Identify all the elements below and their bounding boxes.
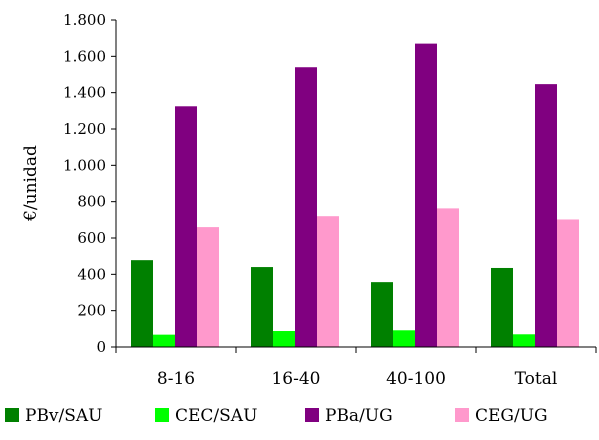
y-axis-title: €/unidad [21, 145, 41, 222]
x-category-label: 40-100 [386, 369, 446, 389]
y-tick-label: 400 [77, 265, 106, 283]
y-tick-label: 1.600 [63, 47, 106, 65]
legend-swatch [155, 408, 169, 422]
bar-cec-sau-total [513, 334, 535, 347]
y-tick-label: 600 [77, 229, 106, 247]
bar-cec-sau-40-100 [393, 330, 415, 347]
legend: PBv/SAU CEC/SAU PBa/UG CEG/UG [5, 406, 548, 426]
y-tick-label: 1.800 [63, 11, 106, 29]
legend-swatch [5, 408, 19, 422]
bar-cec-sau-8-16 [153, 334, 175, 347]
x-category-label: Total [515, 369, 558, 389]
bar-ceg-ug-total [557, 219, 579, 347]
legend-label: PBa/UG [325, 406, 393, 426]
bar-ceg-ug-16-40 [317, 216, 339, 347]
legend-label: CEC/SAU [175, 406, 257, 426]
bar-pba-ug-total [535, 84, 557, 348]
bar-pbv-sau-total [491, 267, 513, 347]
legend-label: PBv/SAU [25, 406, 103, 426]
plot-area [131, 43, 579, 348]
bar-pbv-sau-40-100 [371, 282, 393, 347]
legend-swatch [305, 408, 319, 422]
x-category-label: 16-40 [271, 369, 320, 389]
bar-cec-sau-16-40 [273, 331, 295, 347]
legend-label: CEG/UG [475, 406, 548, 426]
y-tick-label: 1.000 [63, 156, 106, 174]
bar-ceg-ug-8-16 [197, 227, 219, 347]
bar-pba-ug-16-40 [295, 67, 317, 347]
bar-pbv-sau-8-16 [131, 260, 153, 347]
y-tick-label: 1.400 [63, 84, 106, 102]
bar-pba-ug-8-16 [175, 106, 197, 348]
y-tick-label: 1.200 [63, 120, 106, 138]
bar-pbv-sau-16-40 [251, 267, 273, 347]
y-tick-label: 200 [77, 302, 106, 320]
y-axis: 0 200 400 600 800 1.000 1.200 1.400 1.600 1.800 [63, 11, 117, 356]
y-tick-label: 0 [96, 338, 106, 356]
x-category-label: 8-16 [157, 369, 195, 389]
legend-swatch [455, 408, 469, 422]
y-tick-label: 800 [77, 193, 106, 211]
x-axis: 8-16 16-40 40-100 Total [115, 346, 597, 389]
bar-ceg-ug-40-100 [437, 208, 459, 347]
bar-pba-ug-40-100 [415, 43, 437, 347]
